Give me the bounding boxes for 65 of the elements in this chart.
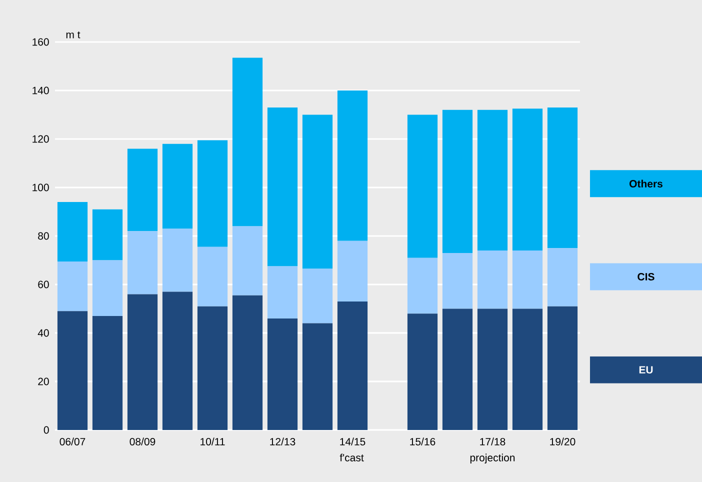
x-tick-label: 10/11 <box>200 438 225 446</box>
bar <box>162 228 193 292</box>
y-tick-label: 120 <box>32 135 49 143</box>
bar <box>197 140 228 247</box>
x-tick-label: 19/20 <box>550 438 576 446</box>
bar <box>92 316 123 430</box>
bar <box>302 323 333 430</box>
bar <box>302 268 333 324</box>
y-tick-label: 40 <box>38 329 49 337</box>
bar <box>337 301 368 430</box>
y-tick-label: 160 <box>32 38 49 46</box>
x-tick-label: 08/09 <box>130 438 156 446</box>
bar <box>197 246 228 306</box>
x-tick-label: 15/16 <box>410 438 436 446</box>
bar <box>477 308 508 430</box>
bar <box>337 240 368 302</box>
bar <box>197 306 228 430</box>
bar <box>127 294 158 430</box>
y-tick-label: 80 <box>38 232 49 240</box>
bar <box>407 258 438 314</box>
bar <box>547 306 578 430</box>
bar <box>92 260 123 316</box>
x-tick-label: 12/13 <box>270 438 296 446</box>
y-tick-label: 100 <box>32 184 49 192</box>
bar <box>267 318 298 430</box>
bar <box>302 114 333 269</box>
bar <box>442 308 473 430</box>
bar <box>57 311 88 430</box>
bar <box>547 248 578 306</box>
bar <box>162 144 193 229</box>
text: EU <box>639 366 653 374</box>
bar <box>442 252 473 309</box>
y-tick-label: 0 <box>44 426 49 434</box>
bar <box>57 202 88 262</box>
bar <box>512 108 543 251</box>
y-tick-label: 60 <box>38 280 49 288</box>
bar <box>267 266 298 318</box>
bar <box>232 226 263 296</box>
bar <box>407 114 438 258</box>
bar <box>232 295 263 430</box>
x-tick-label: 06/07 <box>60 438 86 446</box>
bar <box>127 231 158 294</box>
bar <box>232 58 263 226</box>
bar <box>547 107 578 248</box>
bar <box>162 292 193 430</box>
y-axis-title: m t <box>66 31 80 38</box>
bar <box>442 110 473 253</box>
y-tick-label: 140 <box>32 86 49 94</box>
bar <box>512 308 543 430</box>
text: Others <box>630 180 662 188</box>
text: projection <box>470 454 515 464</box>
bar <box>127 148 158 232</box>
x-tick-label: 17/18 <box>480 438 506 446</box>
bar <box>477 110 508 251</box>
bar <box>512 250 543 309</box>
x-tick-label: 14/15 <box>340 438 366 446</box>
bar <box>407 314 438 430</box>
y-tick-label: 20 <box>38 378 49 386</box>
bar <box>477 250 508 309</box>
text: CIS <box>638 273 654 280</box>
text: f'cast <box>340 454 364 462</box>
bar <box>57 261 88 312</box>
bar <box>337 90 368 241</box>
bar <box>267 107 298 266</box>
bar <box>92 209 123 260</box>
